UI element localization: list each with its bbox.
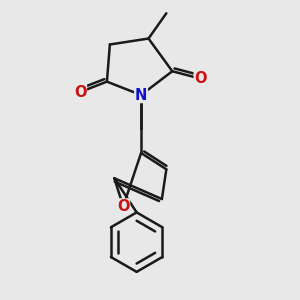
Text: O: O bbox=[74, 85, 86, 100]
Text: O: O bbox=[117, 199, 130, 214]
Text: N: N bbox=[135, 88, 147, 103]
Text: O: O bbox=[194, 71, 207, 86]
